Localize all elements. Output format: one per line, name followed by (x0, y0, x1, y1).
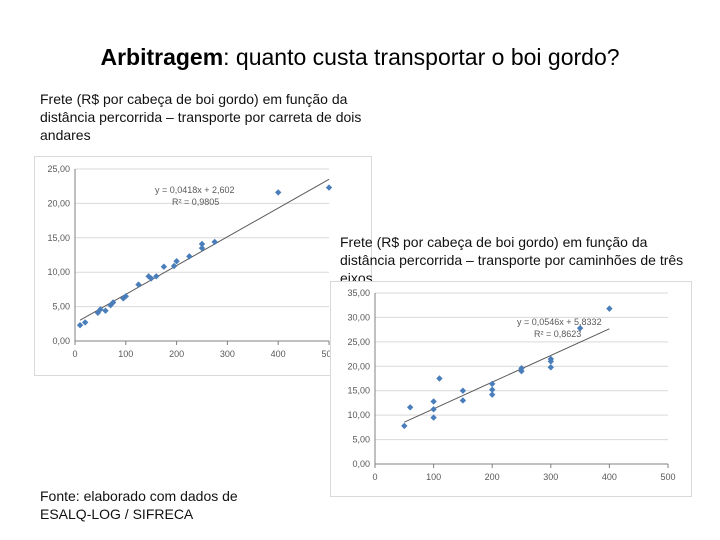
chart1-data-point (97, 306, 104, 313)
slide-title: Arbitragem: quanto custa transportar o b… (0, 44, 720, 71)
chart1-data-point (76, 321, 84, 329)
chart1-data-point (173, 257, 180, 265)
chart2-xtick-label: 100 (426, 472, 441, 482)
chart1-data-point (135, 281, 142, 288)
chart1-ytick-label: 20,00 (47, 198, 70, 208)
chart1-xtick-label: 200 (169, 349, 184, 359)
chart2-equation: y = 0,0546x + 5,8332 (517, 317, 602, 327)
chart1-xtick-label: 0 (72, 349, 77, 359)
chart1-data-point (120, 295, 127, 302)
chart1-data-point (198, 244, 206, 252)
chart1-ytick-label: 0,00 (52, 336, 70, 346)
chart1-data-point (170, 262, 178, 270)
chart1-ytick-label: 10,00 (47, 267, 70, 277)
chart2-data-point (436, 375, 443, 382)
chart2-data-point (430, 398, 437, 405)
chart1-equation: y = 0,0418x + 2,602 (155, 185, 235, 195)
chart1-xtick-label: 500 (321, 349, 336, 359)
chart2-data-point (406, 404, 414, 411)
chart-carreta-svg: 0,00 5,00 10,00 15,00 20,00 25,00 0 100 200 300 40… (47, 164, 336, 359)
chart1-data-point (148, 275, 155, 282)
chart2-data-point (547, 364, 554, 371)
caption-left: Frete (R$ por cabeça de boi gordo) em fu… (40, 91, 362, 143)
chart2-data-point (489, 380, 496, 388)
chart2-ytick-label: 30,00 (347, 312, 370, 322)
chart-caminhoes: 0,00 5,00 10,00 15,00 20,00 25,00 30,00 35,00 0 1… (330, 281, 692, 497)
chart1-ytick-label: 25,00 (47, 164, 70, 174)
chart2-xtick-label: 200 (485, 472, 500, 482)
chart1-data-point (81, 319, 89, 326)
chart1-data-point (109, 299, 117, 306)
chart1-data-point (94, 309, 102, 316)
chart2-data-point (459, 397, 467, 404)
chart1-data-point (153, 273, 160, 280)
chart1-data-point (198, 240, 206, 248)
chart2-xtick-label: 400 (602, 472, 617, 482)
chart1-ytick-label: 15,00 (47, 233, 70, 243)
chart2-data-point (430, 414, 437, 421)
chart2-data-point (606, 305, 613, 312)
chart2-xtick-label: 0 (372, 472, 377, 482)
chart2-data-point (459, 387, 467, 394)
chart2-ytick-label: 35,00 (347, 288, 370, 298)
chart1-data-point (186, 253, 193, 260)
chart2-r-squared: R² = 0,8623 (534, 329, 581, 339)
chart2-data-point (430, 406, 437, 413)
chart1-data-point (102, 307, 109, 314)
chart2-xtick-label: 300 (543, 472, 558, 482)
chart2-ytick-label: 10,00 (347, 410, 370, 420)
chart2-trendline (404, 328, 610, 423)
chart2-ytick-label: 15,00 (347, 386, 370, 396)
chart1-r-squared: R² = 0,9805 (172, 197, 219, 207)
chart1-trendline (79, 178, 330, 321)
chart1-xtick-label: 100 (118, 349, 133, 359)
chart1-data-point (211, 238, 218, 246)
chart2-ytick-label: 20,00 (347, 361, 370, 371)
chart2-ytick-label: 25,00 (347, 337, 370, 347)
slide-title-bold: Arbitragem (100, 44, 224, 70)
chart2-data-point (489, 386, 496, 393)
chart1-data-point (107, 302, 114, 309)
chart1-ytick-label: 5,00 (52, 302, 70, 312)
chart1-xtick-label: 300 (220, 349, 235, 359)
chart2-xtick-label: 500 (660, 472, 675, 482)
chart1-data-point (160, 263, 168, 270)
chart-caminhoes-svg: 0,00 5,00 10,00 15,00 20,00 25,00 30,00 35,00 0 1… (347, 288, 675, 482)
chart1-data-point (275, 189, 282, 196)
chart-carreta: 0,00 5,00 10,00 15,00 20,00 25,00 0 100 200 300 40… (34, 156, 372, 376)
source-note: Fonte: elaborado com dados de ESALQ-LOG … (40, 488, 238, 522)
chart2-data-point (489, 391, 496, 398)
chart2-ytick-label: 0,00 (352, 459, 370, 469)
caption-right: Frete (R$ por cabeça de boi gordo) em fu… (340, 234, 684, 286)
chart2-data-point (518, 365, 525, 372)
slide-title-rest: : quanto custa transportar o boi gordo? (223, 44, 620, 70)
chart1-data-point (325, 184, 333, 191)
chart2-data-point (401, 422, 408, 430)
chart2-ytick-label: 5,00 (352, 435, 370, 445)
chart1-xtick-label: 400 (271, 349, 286, 359)
